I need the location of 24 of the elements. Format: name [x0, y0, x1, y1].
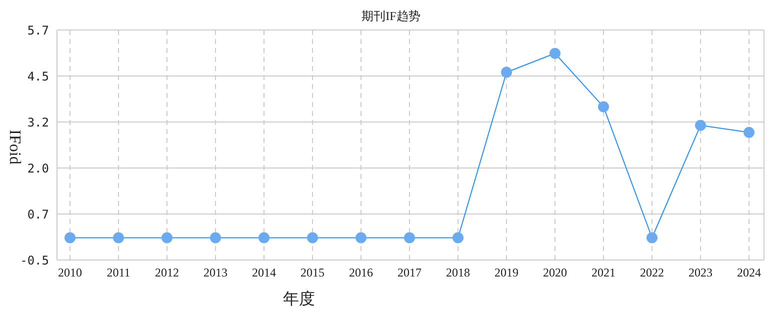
x-tick-label: 2012	[155, 266, 179, 280]
x-tick-label: 2014	[252, 266, 276, 280]
x-tick-label: 2011	[106, 266, 130, 280]
x-tick-label: 2010	[58, 266, 82, 280]
y-tick-label: 3.2	[27, 115, 49, 130]
y-tick-label: 5.7	[27, 23, 49, 38]
x-tick-label: 2021	[592, 266, 616, 280]
x-tick-label: 2024	[737, 266, 761, 280]
chart-title: 期刊IF趋势	[360, 8, 422, 25]
y-tick-label: -0.5	[20, 253, 49, 268]
x-tick-label: 2023	[688, 266, 712, 280]
x-axis-title: 年度	[282, 290, 316, 310]
x-tick-label: 2015	[300, 266, 324, 280]
x-tick-label: 2016	[349, 266, 373, 280]
y-axis-title: IFoid	[5, 128, 23, 166]
x-tick-label: 2022	[640, 266, 664, 280]
y-tick-label: 0.7	[27, 207, 49, 222]
y-tick-label: 2.0	[27, 161, 49, 176]
x-tick-label: 2020	[543, 266, 567, 280]
x-tick-label: 2017	[398, 266, 422, 280]
x-tick-label: 2013	[204, 266, 228, 280]
x-tick-label: 2019	[494, 266, 518, 280]
y-tick-label: 4.5	[27, 69, 49, 84]
x-tick-label: 2018	[446, 266, 470, 280]
